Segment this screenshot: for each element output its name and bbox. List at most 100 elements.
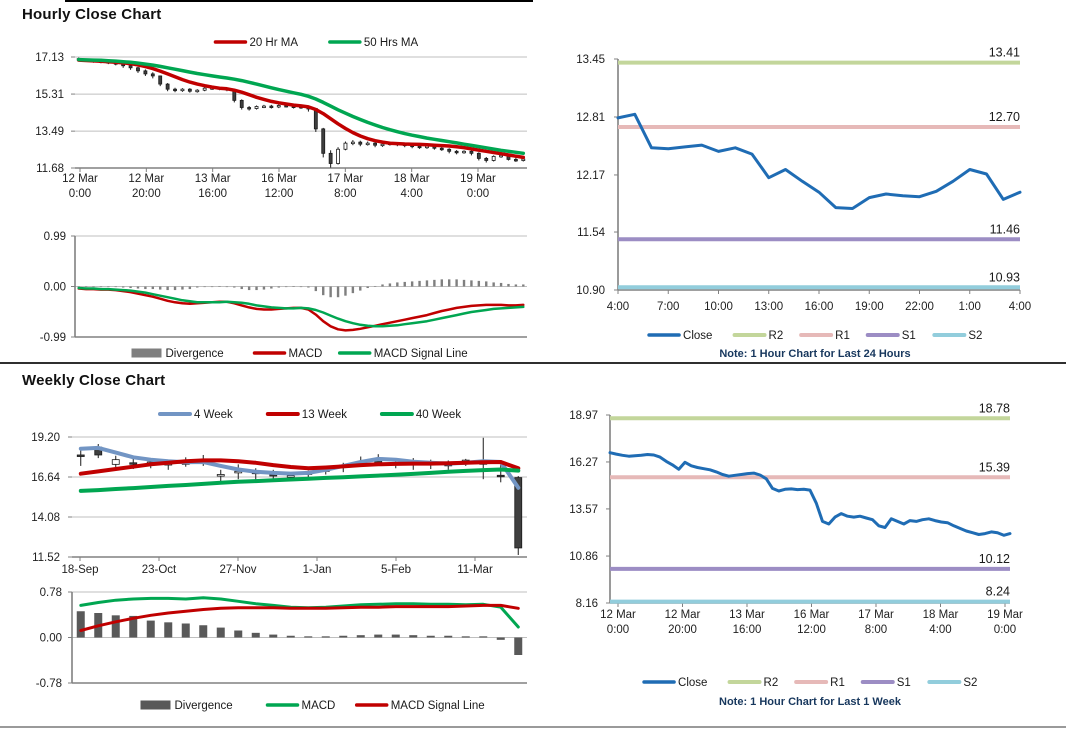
top-border-line: [65, 0, 533, 2]
close-line: [608, 451, 1012, 537]
legend-swatch-divergence: [131, 348, 162, 358]
divergence-bar: [496, 637, 505, 640]
divergence-bar: [351, 286, 355, 294]
divergence-bar: [111, 615, 120, 638]
divergence-bar: [299, 286, 303, 288]
x-tick-label: 10:00: [704, 301, 733, 313]
x-tick-label: 18 Mar: [394, 173, 430, 185]
legend-item-macd-signal-line: MACD Signal Line: [354, 700, 485, 712]
candle-body: [373, 142, 377, 146]
x-tick-label: 17 Mar: [858, 609, 894, 621]
divergence-bar: [388, 283, 392, 287]
bottom-border-line: [0, 726, 1066, 728]
legend-item-r2: R2: [727, 677, 778, 689]
x-tick-label: 4:00: [400, 188, 422, 200]
y-tick-label: 12.81: [576, 112, 605, 124]
candle-body: [286, 475, 295, 478]
divergence-bar: [144, 286, 147, 290]
hourly-section-title: Hourly Close Chart: [22, 6, 162, 23]
candle-body: [417, 145, 422, 149]
legend-label-40-week: 40 Week: [416, 409, 461, 421]
divergence-bar: [129, 286, 132, 289]
divergence-bar: [173, 286, 177, 291]
x-tick-label: 18 Mar: [923, 609, 959, 621]
chart-note: Note: 1 Hour Chart for Last 24 Hours: [719, 348, 910, 360]
divergence-bar: [84, 286, 88, 288]
divergence-bar: [76, 611, 85, 638]
divergence-bar: [396, 282, 399, 287]
x-tick-label: 13 Mar: [195, 173, 231, 185]
divergence-bar: [373, 285, 377, 287]
r2-value-label: 13.41: [989, 46, 1020, 60]
candle-body: [254, 106, 259, 109]
candle-body: [469, 150, 474, 154]
divergence-bar: [159, 286, 162, 290]
hourly-pivot-chart: 13.45 12.81 12.17 11.54 10.90 4:00 7:00 10:00 13…: [533, 30, 1066, 369]
legend-label-s1: S1: [897, 677, 911, 689]
x-tick-label: 7:00: [657, 301, 679, 313]
x-tick-label: 19 Mar: [987, 609, 1023, 621]
divergence-bar: [479, 636, 488, 638]
x-tick-label: 0:00: [467, 188, 489, 200]
s1-value-label: 10.12: [979, 552, 1010, 566]
y-tick-label: 0.99: [44, 231, 66, 243]
divergence-bar: [447, 279, 451, 287]
divergence-bar: [514, 637, 523, 655]
x-tick-label: 22:00: [905, 301, 934, 313]
y-tick-label: 13.57: [569, 504, 598, 516]
divergence-bar: [492, 282, 495, 287]
divergence-bar: [477, 280, 481, 287]
legend-item-divergence: Divergence: [140, 700, 233, 712]
x-tick-label: 20:00: [132, 188, 161, 200]
legend-item-20-hr-ma: 20 Hr MA: [213, 37, 298, 49]
legend-item-s1: S1: [865, 330, 916, 342]
x-tick-label: 13 Mar: [729, 609, 765, 621]
divergence-bar: [203, 286, 206, 288]
legend-item-s1: S1: [860, 677, 911, 689]
candle-body: [521, 158, 526, 161]
divergence-bar: [247, 286, 251, 291]
y-tick-label: 16.64: [31, 472, 60, 484]
candle-body: [129, 462, 138, 465]
legend-item-s2: S2: [927, 677, 977, 689]
candle-body: [513, 159, 518, 162]
divergence-bar: [470, 280, 473, 287]
divergence-bar: [461, 636, 470, 638]
divergence-bar: [359, 286, 362, 291]
divergence-bar: [374, 634, 383, 638]
x-tick-label: 17 Mar: [327, 173, 363, 185]
candle-body: [365, 142, 370, 146]
divergence-bar: [381, 284, 384, 287]
y-tick-label: -0.99: [40, 332, 66, 344]
x-tick-label: 4:00: [929, 624, 951, 636]
divergence-bar: [391, 634, 400, 638]
divergence-bar: [425, 280, 429, 287]
divergence-bar: [255, 286, 258, 291]
candle-body: [358, 141, 363, 145]
divergence-bar: [292, 285, 295, 287]
legend-label-r1: R1: [835, 330, 850, 342]
legend-item-close: Close: [642, 677, 707, 689]
candle-body: [484, 158, 489, 161]
chart-note: Note: 1 Hour Chart for Last 1 Week: [719, 696, 902, 708]
x-tick-label: 8:00: [865, 624, 887, 636]
x-tick-label: 16 Mar: [794, 609, 830, 621]
divergence-bar: [336, 286, 340, 298]
y-tick-label: 0.78: [40, 587, 62, 599]
x-tick-label: 12 Mar: [600, 609, 636, 621]
divergence-bar: [485, 281, 488, 287]
divergence-bar: [329, 286, 332, 298]
divergence-bar: [199, 625, 208, 638]
candle-body: [447, 148, 452, 152]
y-tick-label: 18.97: [569, 410, 598, 422]
20-hr-ma-line: [76, 58, 526, 160]
divergence-bar: [403, 281, 406, 287]
legend-item-s2: S2: [932, 330, 982, 342]
candle-body: [247, 107, 252, 110]
y-tick-label: -0.78: [36, 678, 62, 690]
hourly-macd-svg: 0.99 0.00 -0.99 Divergence MACD MACD Signal L…: [40, 231, 527, 360]
divergence-bar: [233, 286, 236, 288]
macd-signal-line-line: [77, 286, 525, 328]
y-tick-label: 11.68: [36, 163, 64, 175]
